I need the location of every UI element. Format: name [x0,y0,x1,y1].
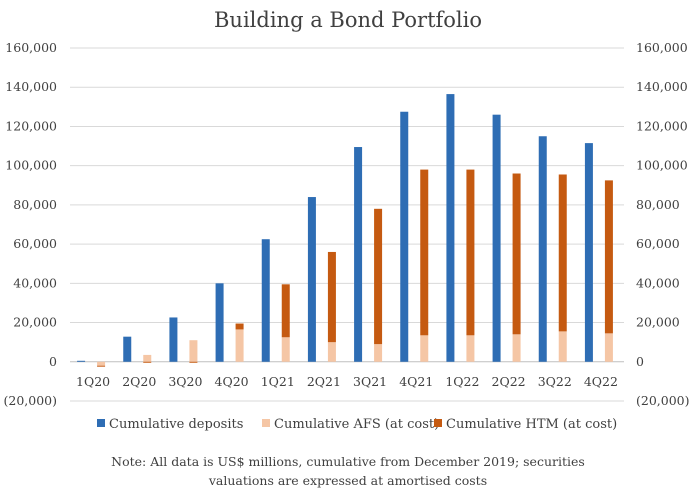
x-axis-labels: 1Q20 2Q20 3Q20 4Q20 1Q21 2Q21 3Q21 4Q21 1Q22 2Q22… [76,374,618,389]
y-tick-label-left: 60,000 [13,236,57,251]
gridlines [70,47,624,402]
bar-htm [281,284,290,338]
bar-htm [466,169,475,336]
y-tick-label-right: 100,000 [636,158,688,173]
y-tick-label-left: 120,000 [5,118,57,133]
y-tick-label-left: 140,000 [5,79,57,94]
y-tick-label-right: 160,000 [636,40,688,55]
legend-label: Cumulative AFS (at cost) [274,417,439,432]
x-tick-label: 2Q21 [307,374,341,389]
y-tick-label-left: 160,000 [5,40,57,55]
y-tick-label-right: 0 [636,354,644,369]
y-tick-label-left: 100,000 [5,158,57,173]
bar-deposits [400,111,409,362]
bar-afs [327,342,336,362]
y-tick-label-right: 140,000 [636,79,688,94]
bar-afs [189,340,198,362]
bar-afs [97,361,106,366]
x-tick-label: 3Q20 [168,374,202,389]
bar-deposits [492,114,501,362]
bar-afs [420,335,429,362]
bar-afs [374,344,383,362]
bar-afs [281,337,290,362]
legend-swatch [97,419,105,427]
bar-htm [558,174,567,332]
x-tick-label: 1Q21 [261,374,295,389]
y-tick-label-left: 0 [49,354,57,369]
x-tick-label: 3Q22 [538,374,572,389]
x-tick-label: 2Q22 [492,374,526,389]
bar-afs [512,334,521,362]
y-tick-label-right: 60,000 [636,236,680,251]
bar-htm [143,361,152,363]
y-tick-label-left: 80,000 [13,197,57,212]
legend-label: Cumulative deposits [109,417,243,432]
x-tick-label: 3Q21 [353,374,387,389]
bar-htm [97,365,106,367]
bar-deposits [169,317,178,362]
bar-htm [604,180,613,334]
y-tick-label-right: 20,000 [636,315,680,330]
bar-afs [143,354,152,362]
bar-deposits [538,136,547,362]
y-axis-right: (20,000) 0 20,000 40,000 60,000 80,000 100,000… [636,40,690,408]
y-tick-label-left: 40,000 [13,275,57,290]
bar-deposits [77,360,86,362]
bar-htm [512,173,521,335]
y-tick-label-left: 20,000 [13,315,57,330]
x-tick-label: 1Q22 [445,374,479,389]
chart-note: Note: All data is US$ millions, cumulati… [0,452,696,490]
legend: Cumulative deposits Cumulative AFS (at co… [97,417,617,432]
legend-swatch [434,419,442,427]
bar-deposits [307,197,316,362]
bar-deposits [584,143,593,362]
y-tick-label-right: 40,000 [636,275,680,290]
note-line-1: Note: All data is US$ millions, cumulati… [111,454,585,469]
chart-title: Building a Bond Portfolio [214,8,482,32]
x-tick-label: 4Q20 [215,374,249,389]
y-tick-label-right: 120,000 [636,118,688,133]
bar-htm [327,251,336,343]
bar-afs [466,335,475,362]
bars [77,94,613,367]
y-tick-label-right: 80,000 [636,197,680,212]
y-axis-left: (20,000) 0 20,000 40,000 60,000 80,000 100,000… [4,40,58,408]
bar-afs [604,333,613,362]
note-line-2: valuations are expressed at amortised co… [208,473,488,488]
bar-deposits [123,336,132,362]
x-tick-label: 2Q20 [122,374,156,389]
y-tick-label-left: (20,000) [4,393,58,408]
bar-deposits [215,283,224,362]
y-tick-label-right: (20,000) [636,393,690,408]
bar-deposits [261,239,270,362]
bar-afs [235,329,244,362]
bar-htm [189,361,198,363]
bar-htm [420,169,429,336]
bar-deposits [446,94,455,362]
legend-swatch [262,419,270,427]
x-tick-label: 4Q21 [399,374,433,389]
x-tick-label: 4Q22 [584,374,618,389]
bar-htm [235,323,244,330]
bar-afs [558,331,567,362]
bar-deposits [354,147,363,362]
bar-htm [374,208,383,345]
legend-label: Cumulative HTM (at cost) [446,417,617,432]
x-tick-label: 1Q20 [76,374,110,389]
